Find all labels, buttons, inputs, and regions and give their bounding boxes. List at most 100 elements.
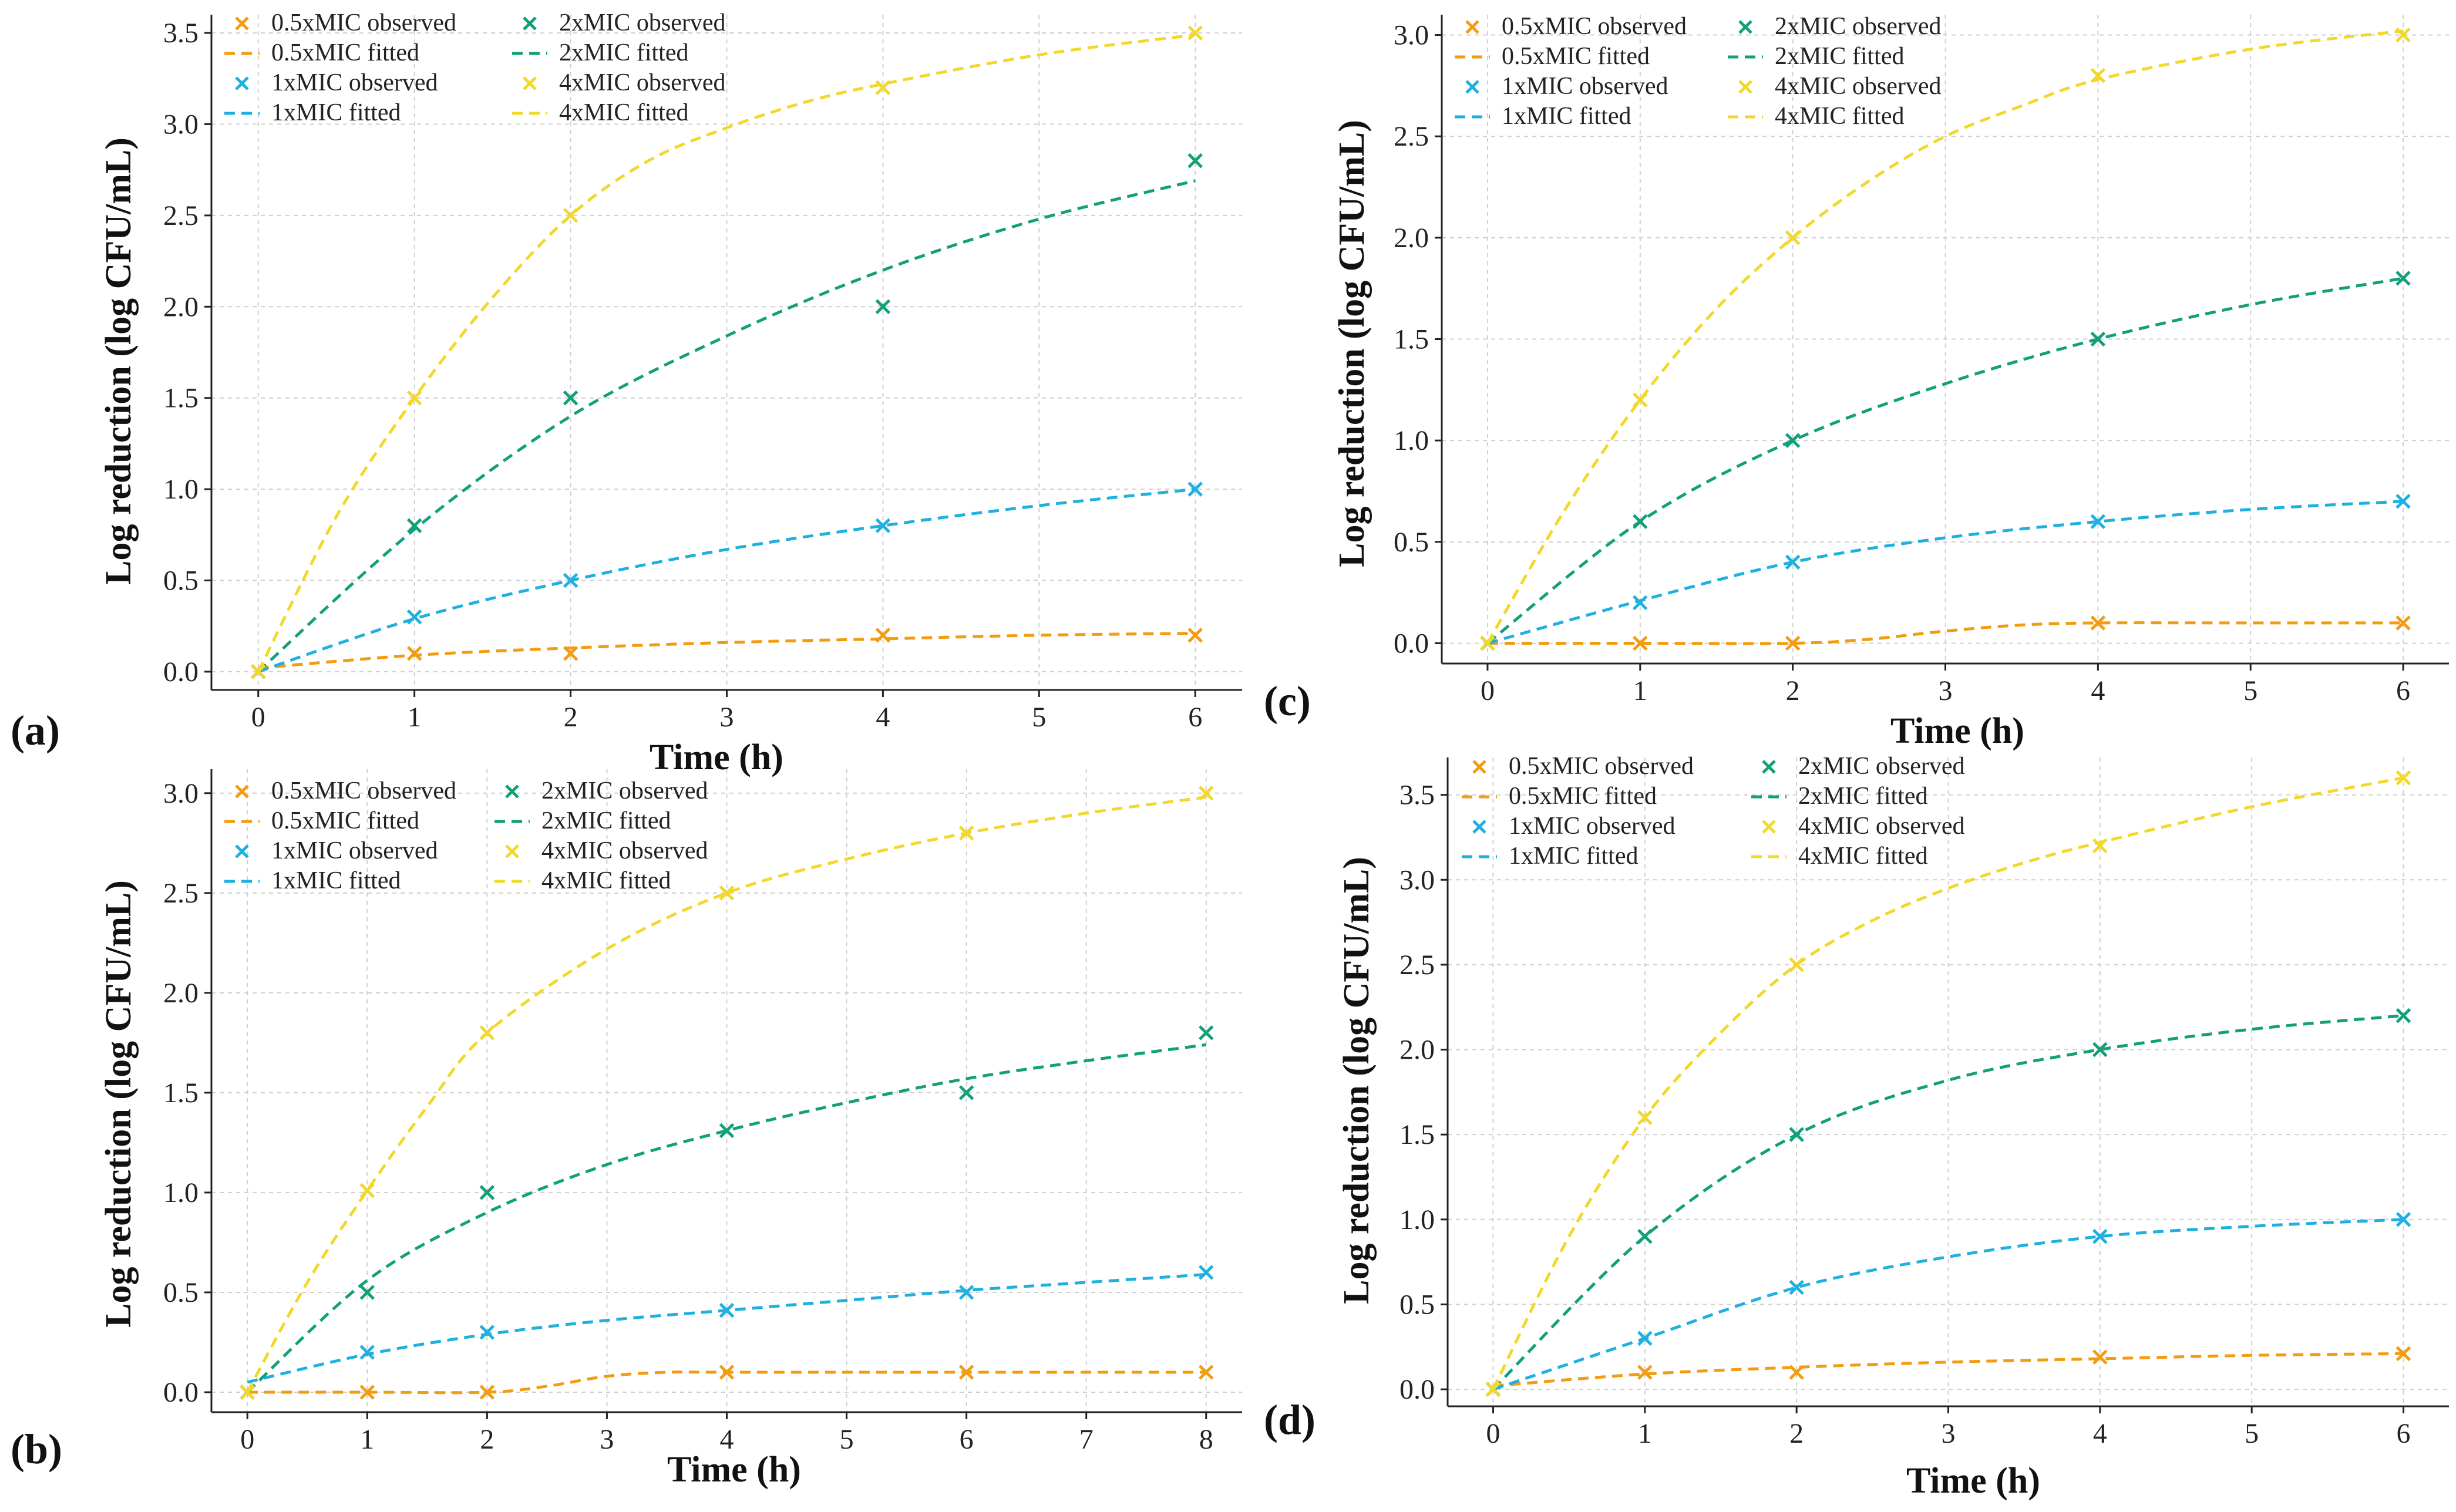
legend-entry: 4xMIC observed xyxy=(505,837,708,864)
x-tick-label: 6 xyxy=(1188,702,1202,733)
x-marker-stroke xyxy=(2092,1228,2108,1244)
x-tick-label: 0 xyxy=(240,1424,254,1455)
x-marker-stroke xyxy=(240,1385,255,1400)
observed-point-0.5xMIC xyxy=(1789,1365,1804,1380)
x-tick-label: 3 xyxy=(720,702,734,733)
y-tick-label: 2.0 xyxy=(163,291,199,322)
observed-point-2xMIC xyxy=(406,518,422,534)
x-marker-stroke xyxy=(1637,1228,1653,1244)
legend-entry: 1xMIC fitted xyxy=(224,99,401,126)
x-marker-stroke xyxy=(479,1325,495,1340)
observed-point-1xMIC xyxy=(479,1325,495,1340)
x-marker-stroke xyxy=(719,1123,735,1139)
observed-point-0.5xMIC xyxy=(2090,615,2106,631)
panel-label: (c) xyxy=(1264,678,1311,725)
x-marker-stroke xyxy=(563,208,578,223)
x-marker-stroke xyxy=(2396,1212,2411,1227)
panel-label: (a) xyxy=(11,707,60,754)
legend-label: 2xMIC fitted xyxy=(1775,43,1904,70)
x-marker-stroke xyxy=(1633,595,1648,611)
legend-label: 0.5xMIC observed xyxy=(271,9,456,36)
y-axis-title: Log reduction (log CFU/mL) xyxy=(1337,857,1377,1304)
observed-point-2xMIC xyxy=(2090,331,2106,347)
observed-point-1xMIC xyxy=(1785,554,1801,570)
legend-marker-stroke xyxy=(523,76,537,90)
legend-label: 1xMIC fitted xyxy=(1509,843,1638,870)
observed-point-2xMIC xyxy=(2092,1042,2108,1058)
panel-a: 0 1 2 3 4 5 6 0.0 0.5 1.0 1.5 2.0 2.5 3.0 3.5 0.5xMIC o… xyxy=(11,9,1242,777)
x-marker-stroke xyxy=(2092,1349,2108,1365)
observed-point-4xMIC xyxy=(1480,635,1495,651)
x-tick-label: 3 xyxy=(1942,1418,1956,1449)
fitted-line-0.5xMIC xyxy=(1493,1352,2404,1388)
x-marker-stroke xyxy=(1199,1265,1214,1280)
legend-entry: 2xMIC observed xyxy=(523,9,725,36)
x-marker-stroke xyxy=(1789,1365,1804,1380)
x-tick-label: 4 xyxy=(2091,675,2105,706)
observed-point-4xMIC xyxy=(1637,1110,1653,1126)
x-marker-stroke xyxy=(406,518,422,534)
legend-label: 1xMIC fitted xyxy=(1502,103,1631,130)
x-marker-stroke xyxy=(2396,770,2411,786)
fitted-line-1xMIC xyxy=(257,487,1196,674)
legend-entry: 1xMIC fitted xyxy=(1462,843,1638,870)
legend-label: 0.5xMIC fitted xyxy=(1502,43,1650,70)
legend-label: 4xMIC fitted xyxy=(1775,103,1904,130)
y-tick-label: 2.0 xyxy=(163,978,199,1009)
y-tick-label: 0.0 xyxy=(1394,628,1429,659)
x-marker-stroke xyxy=(2090,615,2106,631)
legend-marker-stroke xyxy=(1472,820,1486,834)
x-marker-stroke xyxy=(2396,493,2411,509)
observed-point-2xMIC xyxy=(1633,514,1648,530)
observed-point-2xMIC xyxy=(1637,1228,1653,1244)
legend-entry: 4xMIC fitted xyxy=(1751,843,1927,870)
x-marker-stroke xyxy=(1637,1365,1653,1380)
x-axis-title: Time (h) xyxy=(1906,1461,2040,1501)
x-tick-label: 1 xyxy=(360,1424,374,1455)
y-tick-label: 2.5 xyxy=(163,878,199,909)
y-tick-label: 0.5 xyxy=(1394,527,1429,558)
observed-point-2xMIC xyxy=(1187,153,1203,169)
observed-point-4xMIC xyxy=(1789,957,1804,972)
legend-label: 0.5xMIC fitted xyxy=(271,807,419,834)
observed-point-2xMIC xyxy=(1785,433,1801,448)
x-tick-label: 1 xyxy=(1633,675,1647,706)
x-marker-stroke xyxy=(2090,331,2106,347)
x-marker-stroke xyxy=(406,609,422,625)
x-marker-stroke xyxy=(563,573,578,588)
legend-marker-stroke xyxy=(1762,760,1776,774)
x-marker-stroke xyxy=(719,1365,735,1380)
x-marker-stroke xyxy=(958,1365,974,1380)
observed-point-2xMIC xyxy=(479,1185,495,1200)
legend-label: 4xMIC fitted xyxy=(559,99,688,126)
observed-point-0.5xMIC xyxy=(563,646,578,661)
legend-marker-stroke xyxy=(1738,80,1752,94)
observed-point-1xMIC xyxy=(1633,595,1648,611)
observed-point-2xMIC xyxy=(2396,1008,2411,1023)
legend-entry: 4xMIC observed xyxy=(1738,73,1941,100)
x-marker-stroke xyxy=(875,299,891,315)
y-tick-label: 1.5 xyxy=(1399,1119,1435,1150)
legend-marker-stroke xyxy=(235,76,249,90)
fitted-line-4xMIC xyxy=(257,33,1196,673)
observed-point-2xMIC xyxy=(1789,1127,1804,1142)
legend-entry: 1xMIC fitted xyxy=(224,867,401,894)
observed-point-1xMIC xyxy=(1789,1279,1804,1295)
x-marker-stroke xyxy=(1789,1127,1804,1142)
observed-point-0.5xMIC xyxy=(1633,635,1648,651)
observed-point-4xMIC xyxy=(719,885,735,901)
x-tick-label: 5 xyxy=(1032,702,1046,733)
observed-point-4xMIC xyxy=(1633,392,1648,408)
legend-label: 4xMIC observed xyxy=(541,837,708,864)
legend: 0.5xMIC observed 0.5xMIC fitted 1xMIC obse… xyxy=(1462,753,1964,870)
legend-entry: 1xMIC fitted xyxy=(1455,103,1631,130)
observed-point-0.5xMIC xyxy=(2092,1349,2108,1365)
observed-point-0.5xMIC xyxy=(958,1365,974,1380)
legend-entry: 0.5xMIC observed xyxy=(235,777,456,804)
observed-point-1xMIC xyxy=(958,1285,974,1300)
y-tick-label: 0.0 xyxy=(163,656,199,688)
fitted-line-4xMIC xyxy=(1486,29,2404,644)
observed-point-1xMIC xyxy=(1187,481,1203,497)
panel-c: 0 1 2 3 4 5 6 0.0 0.5 1.0 1.5 2.0 2.5 3.0 0.5xMIC obse… xyxy=(1264,13,2449,751)
fitted-line-1xMIC xyxy=(1487,500,2404,645)
